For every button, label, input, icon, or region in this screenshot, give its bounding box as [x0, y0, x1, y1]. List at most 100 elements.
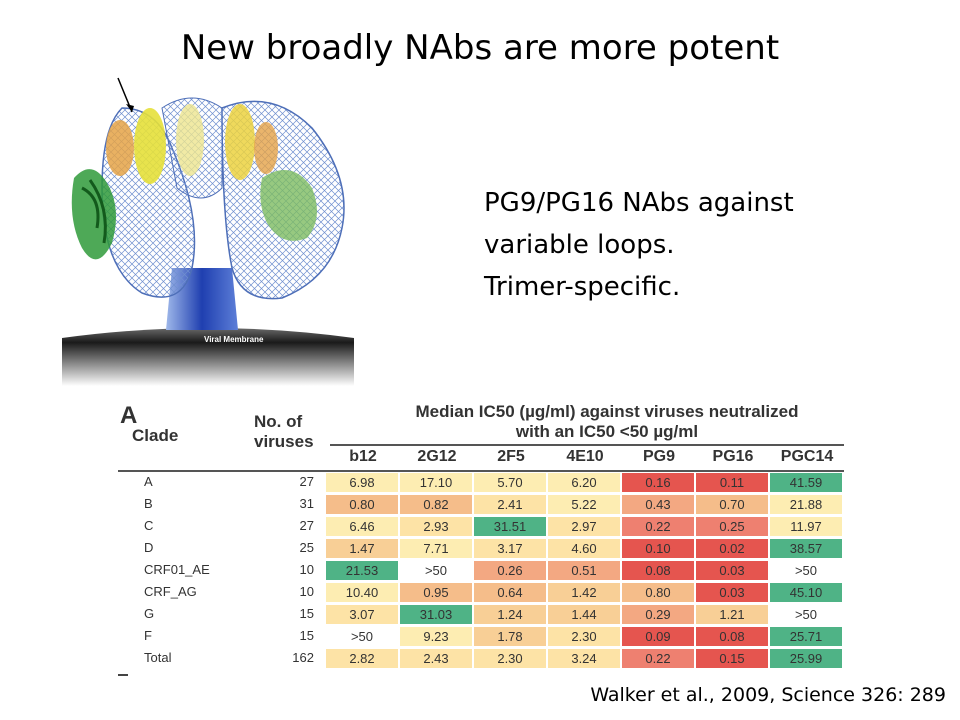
ic50-cell: 41.59	[770, 473, 844, 492]
bullet-list: PG9/PG16 NAbs against variable loops. Tr…	[484, 182, 794, 308]
bullet-line: Trimer-specific.	[484, 272, 681, 302]
clade-cell: Total	[144, 650, 172, 665]
table-row: CRF_AG 10 10.40 0.95 0.64 1.42 0.80 0.03 45.10	[118, 582, 846, 603]
ic50-cell: 3.17	[474, 539, 548, 558]
virus-count-cell: 15	[299, 606, 314, 621]
slide-title: New broadly NAbs are more potent	[180, 28, 780, 68]
clade-cell: A	[144, 474, 153, 489]
median-header-line: with an IC50 <50 µg/ml	[515, 422, 699, 441]
ic50-cell: >50	[770, 561, 844, 580]
header-bottom-rule	[118, 470, 844, 472]
column-header: 2F5	[497, 448, 525, 465]
ic50-cell: 0.02	[696, 539, 770, 558]
ic50-cell: 0.22	[622, 517, 696, 536]
table-row: D 25 1.47 7.71 3.17 4.60 0.10 0.02 38.57	[118, 538, 846, 559]
num-viruses-header-line: viruses	[254, 432, 314, 451]
ic50-cell: 2.30	[548, 627, 622, 646]
table-dash	[118, 674, 128, 676]
ic50-cell: 6.98	[326, 473, 400, 492]
clade-header: Clade	[132, 426, 179, 445]
ic50-cell: 6.20	[548, 473, 622, 492]
ic50-cell: 0.03	[696, 583, 770, 602]
ic50-cell: 0.03	[696, 561, 770, 580]
ic50-cell: 17.10	[400, 473, 474, 492]
clade-cell: CRF01_AE	[144, 562, 210, 577]
ic50-cell: 0.82	[400, 495, 474, 514]
bullet-line: variable loops.	[484, 230, 675, 260]
ic50-cell: 0.11	[696, 473, 770, 492]
ic50-cell: >50	[770, 605, 844, 624]
bullet-line: PG9/PG16 NAbs against	[484, 188, 794, 218]
panel-label: A	[120, 402, 138, 429]
virus-count-cell: 31	[299, 496, 314, 511]
virus-count-cell: 27	[299, 474, 314, 489]
median-header-line: Median IC50 (µg/ml) against viruses neut…	[415, 402, 799, 421]
ic50-cell: >50	[326, 627, 400, 646]
clade-cell: C	[144, 518, 154, 533]
column-header: 4E10	[566, 448, 604, 465]
ic50-cell: 2.97	[548, 517, 622, 536]
ic50-cell: 3.24	[548, 649, 622, 668]
clade-cell: G	[144, 606, 155, 621]
ic50-cell: 2.82	[326, 649, 400, 668]
citation: Walker et al., 2009, Science 326: 289	[590, 684, 946, 706]
ic50-cell: 0.64	[474, 583, 548, 602]
ic50-cell: 21.88	[770, 495, 844, 514]
ic50-cell: 1.78	[474, 627, 548, 646]
ic50-cell: 1.24	[474, 605, 548, 624]
ic50-cell: 2.43	[400, 649, 474, 668]
ic50-cell: 21.53	[326, 561, 400, 580]
clade-cell: D	[144, 540, 154, 555]
ic50-cell: 5.22	[548, 495, 622, 514]
column-header: PG9	[642, 448, 675, 465]
median-ic50-header: Median IC50 (µg/ml) against viruses neut…	[368, 402, 846, 442]
ic50-cell: 0.22	[622, 649, 696, 668]
ic50-cell: 9.23	[400, 627, 474, 646]
ic50-cell: 0.70	[696, 495, 770, 514]
ic50-table: A Clade No. of viruses Median IC50 (µg/m…	[118, 400, 846, 680]
virus-count-cell: 27	[299, 518, 314, 533]
ic50-cell: 0.09	[622, 627, 696, 646]
ic50-cell: 0.08	[696, 627, 770, 646]
table-row: Total 162 2.82 2.43 2.30 3.24 0.22 0.15 25.99	[118, 648, 846, 669]
ic50-cell: 0.10	[622, 539, 696, 558]
table-row: F 15 >50 9.23 1.78 2.30 0.09 0.08 25.71	[118, 626, 846, 647]
table-row: G 15 3.07 31.03 1.24 1.44 0.29 1.21 >50	[118, 604, 846, 625]
virus-count-cell: 10	[299, 562, 314, 577]
ic50-cell: 38.57	[770, 539, 844, 558]
ic50-cell: 10.40	[326, 583, 400, 602]
ic50-cell: 11.97	[770, 517, 844, 536]
ic50-cell: 5.70	[474, 473, 548, 492]
table-row: A 27 6.98 17.10 5.70 6.20 0.16 0.11 41.59	[118, 472, 846, 493]
virus-count-cell: 10	[299, 584, 314, 599]
ic50-cell: 3.07	[326, 605, 400, 624]
table-row: C 27 6.46 2.93 31.51 2.97 0.22 0.25 11.97	[118, 516, 846, 537]
column-header: PGC14	[780, 448, 834, 465]
table-row: CRF01_AE 10 21.53 >50 0.26 0.51 0.08 0.03 >50	[118, 560, 846, 581]
ic50-cell: 2.30	[474, 649, 548, 668]
ic50-cell: 7.71	[400, 539, 474, 558]
num-viruses-header-line: No. of	[254, 412, 303, 431]
ic50-cell: 0.16	[622, 473, 696, 492]
clade-cell: B	[144, 496, 153, 511]
ic50-cell: 45.10	[770, 583, 844, 602]
ic50-cell: 0.26	[474, 561, 548, 580]
column-header: 2G12	[417, 448, 457, 465]
ic50-cell: 1.42	[548, 583, 622, 602]
ic50-cell: 0.80	[622, 583, 696, 602]
virus-count-cell: 162	[292, 650, 314, 665]
ic50-cell: 31.03	[400, 605, 474, 624]
ic50-cell: 0.15	[696, 649, 770, 668]
ic50-cell: >50	[400, 561, 474, 580]
ic50-cell: 4.60	[548, 539, 622, 558]
ic50-cell: 1.47	[326, 539, 400, 558]
ic50-cell: 6.46	[326, 517, 400, 536]
header-rule	[330, 444, 844, 446]
viral-membrane-label: Viral Membrane	[204, 335, 264, 344]
clade-cell: CRF_AG	[144, 584, 197, 599]
ic50-cell: 25.71	[770, 627, 844, 646]
ic50-cell: 0.43	[622, 495, 696, 514]
ic50-cell: 2.41	[474, 495, 548, 514]
clade-cell: F	[144, 628, 152, 643]
ic50-cell: 31.51	[474, 517, 548, 536]
